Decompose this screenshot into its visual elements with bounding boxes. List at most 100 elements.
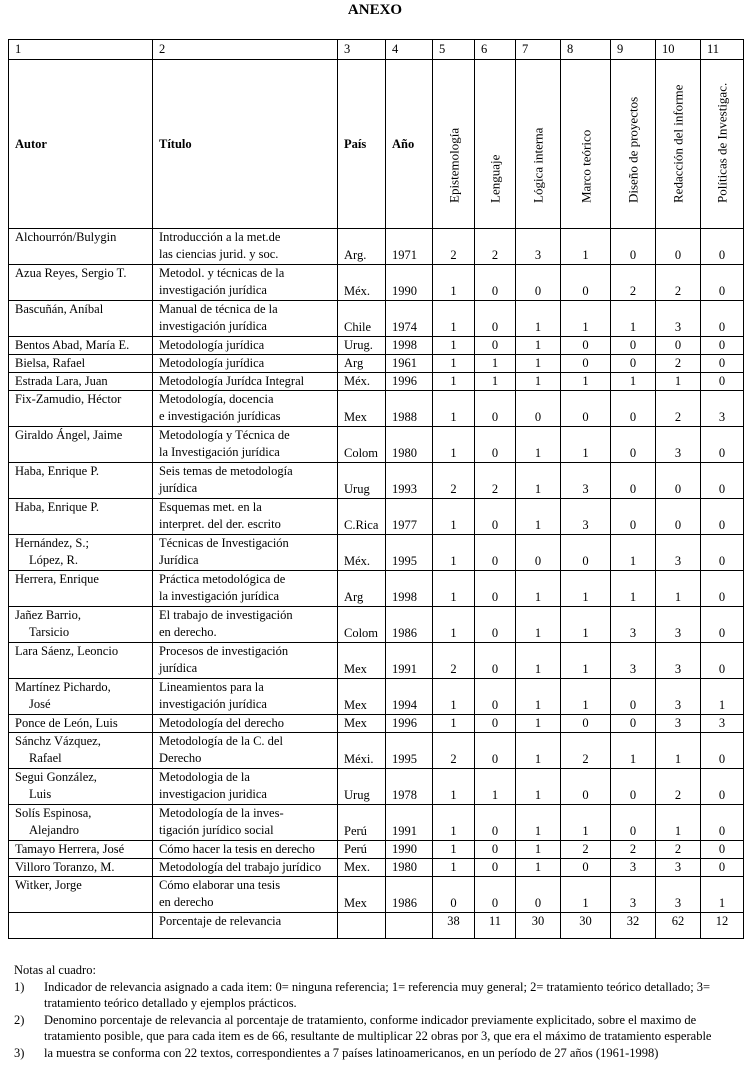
title-cell: Esquemas met. en la interpret. del der. e…: [152, 498, 338, 535]
score-cell: 0: [655, 336, 701, 355]
score-cell: 1: [432, 678, 475, 715]
author-line: Tarsicio: [29, 625, 70, 639]
score-cell: 0: [474, 642, 516, 679]
total-value: 30: [515, 912, 561, 939]
title-line: Metodología del trabajo jurídico: [159, 860, 322, 874]
table-row: Bielsa, Rafael Metodología jurídica Arg 196…: [8, 354, 744, 373]
year-cell: 1996: [385, 372, 433, 391]
score-cell: 1: [515, 714, 561, 733]
score-cell: 0: [700, 804, 744, 841]
title-cell: Metodología jurídica: [152, 354, 338, 373]
title-cell: Práctica metodológica de la investigación…: [152, 570, 338, 607]
author-line: Witker, Jorge: [15, 878, 82, 892]
country-cell: Arg: [337, 354, 386, 373]
year-cell: 1980: [385, 858, 433, 877]
column-header: Redacción del informe: [655, 59, 701, 229]
score-cell: 1: [432, 840, 475, 859]
author-cell: Haba, Enrique P.: [8, 498, 153, 535]
title-cell: Lineamientos para la investigación jurídi…: [152, 678, 338, 715]
table-row: Segui González, Luis Metodologia de la inve…: [8, 768, 744, 805]
score-cell: 0: [700, 372, 744, 391]
column-number: 10: [655, 39, 701, 60]
year-cell: 1990: [385, 840, 433, 859]
column-header: Políticas de Investigac.: [700, 59, 744, 229]
country-cell: Perú: [337, 804, 386, 841]
score-cell: 3: [610, 642, 656, 679]
column-number: 5: [432, 39, 475, 60]
table-row: Lara Sáenz, Leoncio Procesos de investiga…: [8, 642, 744, 679]
year-cell: 1991: [385, 804, 433, 841]
score-cell: 1: [560, 606, 611, 643]
column-number: 1: [8, 39, 153, 60]
score-cell: 0: [700, 498, 744, 535]
score-cell: 3: [610, 606, 656, 643]
score-cell: 1: [432, 498, 475, 535]
score-cell: 1: [515, 336, 561, 355]
score-cell: 2: [610, 264, 656, 301]
score-cell: 1: [655, 570, 701, 607]
score-cell: 1: [655, 804, 701, 841]
total-row: Porcentaje de relevancia 38 11 30 30 32 62 12: [8, 912, 744, 939]
score-cell: 2: [655, 390, 701, 427]
score-cell: 0: [474, 426, 516, 463]
author-cell: Witker, Jorge: [8, 876, 153, 913]
score-cell: 0: [610, 498, 656, 535]
score-cell: 1: [610, 570, 656, 607]
table-row: Azua Reyes, Sergio T. Metodol. y técnicas…: [8, 264, 744, 301]
score-cell: 1: [700, 678, 744, 715]
score-cell: 2: [432, 462, 475, 499]
title-cell: Procesos de investigación jurídica: [152, 642, 338, 679]
title-cell: Introducción a la met.de las ciencias jur…: [152, 228, 338, 265]
score-cell: 3: [560, 462, 611, 499]
column-header-label: Lógica interna: [530, 127, 546, 203]
score-cell: 3: [655, 714, 701, 733]
score-cell: 0: [610, 804, 656, 841]
column-number: 9: [610, 39, 656, 60]
score-cell: 1: [474, 768, 516, 805]
score-cell: 0: [700, 336, 744, 355]
score-cell: 0: [610, 426, 656, 463]
note-item: 3) la muestra se conforma con 22 textos, …: [14, 1045, 736, 1061]
score-cell: 3: [655, 534, 701, 571]
column-number: 4: [385, 39, 433, 60]
title-line: investigación jurídica: [159, 283, 267, 297]
title-cell: Cómo elaborar una tesis en derecho: [152, 876, 338, 913]
score-cell: 2: [432, 642, 475, 679]
year-cell: 1986: [385, 876, 433, 913]
title-line: Manual de técnica de la: [159, 302, 278, 316]
score-cell: 0: [700, 732, 744, 769]
score-cell: 1: [515, 678, 561, 715]
score-cell: 0: [700, 426, 744, 463]
column-header-label: Redacción del informe: [670, 84, 686, 203]
title-line: Derecho: [159, 751, 202, 765]
score-cell: 0: [515, 876, 561, 913]
score-cell: 0: [474, 714, 516, 733]
empty-cell: [337, 912, 386, 939]
title-line: El trabajo de investigación: [159, 608, 293, 622]
author-line: Estrada Lara, Juan: [15, 374, 108, 388]
table-row: Witker, Jorge Cómo elaborar una tesis en d…: [8, 876, 744, 913]
score-cell: 1: [560, 804, 611, 841]
column-header: Marco teórico: [560, 59, 611, 229]
score-cell: 0: [515, 534, 561, 571]
country-cell: Méx.: [337, 534, 386, 571]
author-cell: Alchourrón/Bulygin: [8, 228, 153, 265]
table-row: Solís Espinosa, Alejandro Metodología de l…: [8, 804, 744, 841]
score-cell: 1: [474, 372, 516, 391]
total-value: 38: [432, 912, 475, 939]
score-cell: 1: [655, 372, 701, 391]
country-cell: Perú: [337, 840, 386, 859]
score-cell: 3: [700, 390, 744, 427]
score-cell: 1: [432, 300, 475, 337]
table-row: Alchourrón/Bulygin Introducción a la met.…: [8, 228, 744, 265]
country-cell: Colom: [337, 606, 386, 643]
author-line: Luis: [29, 787, 52, 801]
year-cell: 1971: [385, 228, 433, 265]
table-row: Ponce de León, Luis Metodología del derec…: [8, 714, 744, 733]
year-cell: 1977: [385, 498, 433, 535]
score-cell: 0: [560, 354, 611, 373]
score-cell: 1: [515, 570, 561, 607]
country-cell: Chile: [337, 300, 386, 337]
score-cell: 0: [474, 732, 516, 769]
title-line: investigacion juridica: [159, 787, 267, 801]
